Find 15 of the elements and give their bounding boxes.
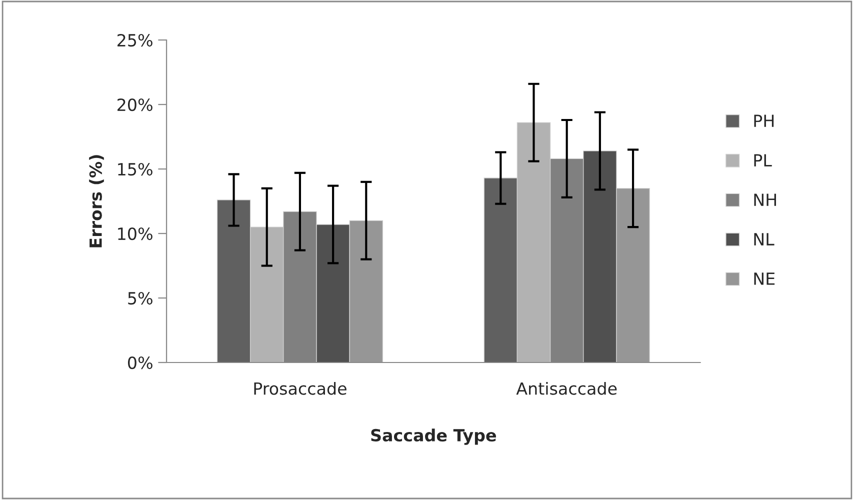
legend-label: NH bbox=[754, 194, 776, 206]
x-axis-title: Saccade Type bbox=[371, 428, 496, 445]
legend-label: NE bbox=[754, 272, 775, 285]
legend-label: PH bbox=[754, 114, 774, 127]
legend-label: NL bbox=[754, 233, 774, 246]
x-tick-label: Antisaccade bbox=[516, 382, 617, 395]
x-tick-label: Prosaccade bbox=[254, 382, 346, 395]
y-tick-label: 0% bbox=[128, 356, 152, 370]
legend-label: PL bbox=[754, 154, 772, 166]
y-tick-label: 15% bbox=[118, 162, 152, 176]
y-tick-label: 10% bbox=[118, 227, 152, 240]
y-axis-title: Errors (%) bbox=[89, 155, 104, 248]
y-tick-label: 20% bbox=[118, 98, 152, 112]
y-tick-label: 5% bbox=[128, 292, 152, 305]
y-tick-label: 25% bbox=[118, 34, 152, 47]
